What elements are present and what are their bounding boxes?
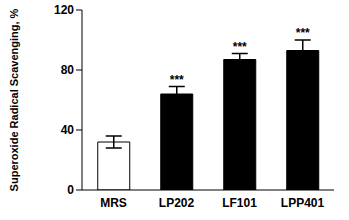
svg-text:Superoxide Radical Scavenging,: Superoxide Radical Scavenging, % — [8, 8, 20, 191]
svg-text:LP202: LP202 — [159, 196, 195, 210]
svg-text:***: *** — [296, 26, 310, 40]
svg-text:120: 120 — [54, 3, 74, 17]
svg-text:***: *** — [170, 73, 184, 87]
svg-text:LPP401: LPP401 — [281, 196, 325, 210]
svg-text:MRS: MRS — [100, 196, 127, 210]
svg-text:***: *** — [233, 40, 247, 54]
svg-text:40: 40 — [61, 123, 75, 137]
svg-text:LF101: LF101 — [222, 196, 257, 210]
svg-text:80: 80 — [61, 63, 75, 77]
svg-text:0: 0 — [67, 183, 74, 197]
